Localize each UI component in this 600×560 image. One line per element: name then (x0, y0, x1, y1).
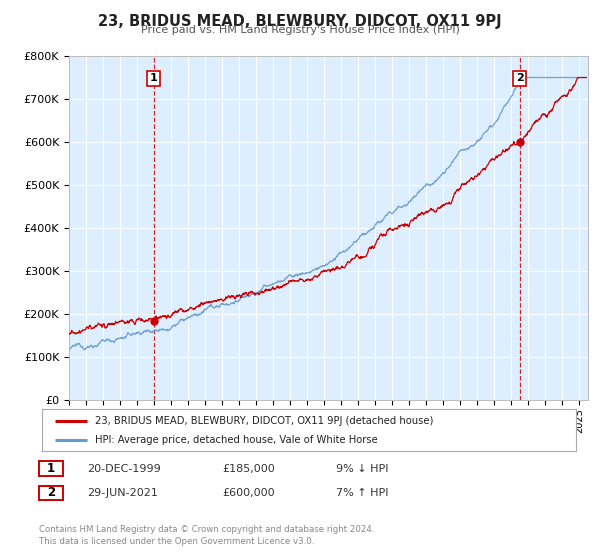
Text: HPI: Average price, detached house, Vale of White Horse: HPI: Average price, detached house, Vale… (95, 435, 378, 445)
Text: 1: 1 (149, 73, 157, 83)
Text: 1: 1 (47, 462, 55, 475)
Text: 7% ↑ HPI: 7% ↑ HPI (336, 488, 389, 498)
Text: Contains HM Land Registry data © Crown copyright and database right 2024.
This d: Contains HM Land Registry data © Crown c… (39, 525, 374, 546)
Text: 20-DEC-1999: 20-DEC-1999 (87, 464, 161, 474)
Text: £600,000: £600,000 (222, 488, 275, 498)
Text: 2: 2 (47, 486, 55, 500)
Text: Price paid vs. HM Land Registry's House Price Index (HPI): Price paid vs. HM Land Registry's House … (140, 25, 460, 35)
Text: 23, BRIDUS MEAD, BLEWBURY, DIDCOT, OX11 9PJ: 23, BRIDUS MEAD, BLEWBURY, DIDCOT, OX11 … (98, 14, 502, 29)
Text: £185,000: £185,000 (222, 464, 275, 474)
Text: 23, BRIDUS MEAD, BLEWBURY, DIDCOT, OX11 9PJ (detached house): 23, BRIDUS MEAD, BLEWBURY, DIDCOT, OX11 … (95, 416, 434, 426)
Text: 9% ↓ HPI: 9% ↓ HPI (336, 464, 389, 474)
Text: 29-JUN-2021: 29-JUN-2021 (87, 488, 158, 498)
Text: 2: 2 (516, 73, 524, 83)
